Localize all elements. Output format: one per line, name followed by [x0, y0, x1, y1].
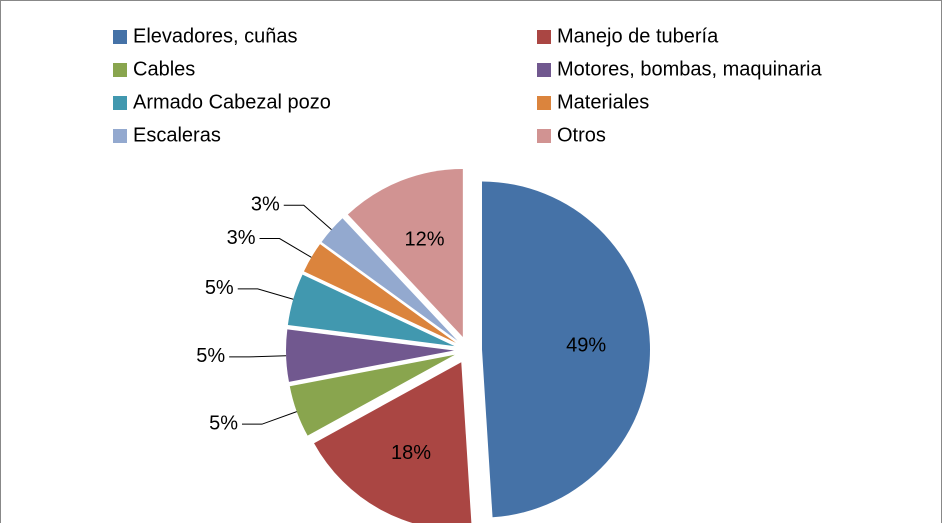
leader-line: [283, 204, 332, 231]
legend-label: Escaleras: [133, 124, 221, 146]
legend-label: Cables: [133, 58, 195, 80]
legend-label: Elevadores, cuñas: [133, 25, 298, 47]
legend-swatch: [113, 63, 127, 77]
pie-slice: [314, 362, 472, 523]
legend-swatch: [537, 129, 551, 143]
legend-label: Motores, bombas, maquinaria: [557, 58, 822, 80]
leader-line: [237, 288, 294, 300]
legend-swatch: [113, 96, 127, 110]
pie-slice: [303, 244, 456, 343]
legend-label: Otros: [557, 124, 606, 146]
data-label: 18%: [391, 442, 431, 464]
pie-slice: [321, 218, 458, 341]
legend-label: Manejo de tubería: [557, 25, 719, 47]
pie-slice: [289, 354, 455, 436]
data-label: 5%: [205, 277, 234, 299]
data-label: 12%: [404, 228, 444, 250]
pie-slice: [347, 168, 463, 337]
leader-line: [259, 238, 312, 258]
leader-line: [241, 411, 297, 425]
data-label: 49%: [566, 335, 606, 357]
legend-swatch: [537, 30, 551, 44]
pie-slice: [287, 274, 455, 347]
legend-swatch: [537, 63, 551, 77]
legend-label: Armado Cabezal pozo: [133, 91, 331, 113]
data-label: 3%: [251, 193, 280, 215]
legend-label: Materiales: [557, 91, 649, 113]
legend-swatch: [113, 129, 127, 143]
legend-swatch: [113, 30, 127, 44]
data-label: 5%: [196, 345, 225, 367]
leader-line: [229, 355, 287, 358]
data-label: 5%: [209, 412, 238, 434]
pie-slice: [481, 181, 650, 518]
pie-slice: [286, 329, 455, 382]
legend-swatch: [537, 96, 551, 110]
data-label: 3%: [227, 227, 256, 249]
